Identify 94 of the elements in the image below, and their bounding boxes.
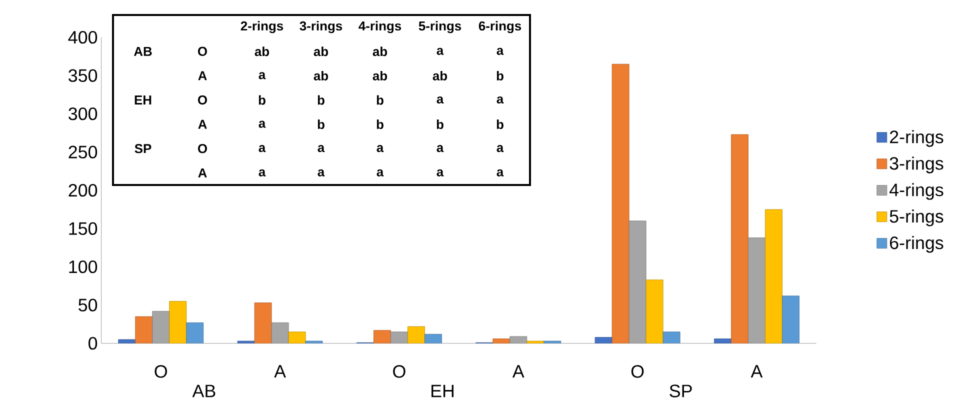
bar [714,338,732,344]
bar [390,332,408,344]
legend-label: 3-rings [890,156,944,174]
annotation: a [258,145,266,152]
x-tick-label: O [154,365,167,378]
text: 2-rings [240,21,284,34]
annotation: b [258,95,266,105]
bar [186,322,204,344]
bar [169,301,187,344]
bar [628,220,646,344]
x-tick-label: A [750,365,763,378]
annotation: O [198,46,207,56]
annotation: O [198,95,207,105]
bar [748,238,766,344]
annotation: a [258,169,266,176]
annotation: ab [254,46,270,56]
y-tick-label: 300 [68,107,98,120]
text: 4-rings [358,21,402,34]
annotation: a [376,145,384,152]
y-tick-label: 0 [88,336,98,350]
annotation: A [198,120,207,129]
bar [731,134,748,344]
legend-label: 2-rings [890,130,944,147]
text: AB [192,384,216,398]
text: 6-rings [478,21,522,34]
annotation: b [376,95,384,105]
annotation: SP [134,144,152,154]
x-tick-label: A [512,365,524,378]
annotation: a [436,145,444,152]
annotation: b [436,120,444,130]
y-tick-label: 400 [68,30,98,44]
annotation: a [318,145,325,152]
annotation: a [496,48,504,55]
annotation: A [198,168,207,178]
bar [135,316,153,344]
y-tick-label: 150 [69,222,98,235]
annotation: a [436,48,444,55]
bar [782,296,800,344]
bar [544,340,562,344]
bar [237,340,255,344]
annotation: a [318,169,325,176]
text: 5-rings [418,21,462,34]
bar [305,340,323,344]
y-tick-label: 350 [68,69,98,82]
bar [765,209,782,344]
bar [612,64,630,344]
x-tick-label: O [631,365,644,378]
bar [374,330,391,344]
annotation: b [318,120,324,130]
bar [510,336,528,344]
bar [254,302,272,344]
text: SP [670,384,692,398]
y-tick-label: 100 [69,260,98,274]
x-tick-label: O [393,365,406,378]
y-tick-label: 200 [68,184,98,197]
annotation: a [258,120,266,128]
annotation: O [198,144,207,154]
bar [646,280,664,344]
bar [288,332,306,344]
bar [594,337,612,344]
text: 3-rings [300,21,342,34]
bar [152,311,170,344]
bar [526,340,544,344]
bar [271,322,289,344]
text: EH [432,384,454,398]
annotation: a [436,169,444,176]
y-tick-label: 250 [68,146,98,158]
legend-label: 6-rings [890,236,944,253]
bar [424,334,442,344]
legend-label: 4-rings [889,183,944,200]
annotation: b [496,120,504,130]
annotation: b [496,70,504,80]
annotation: b [318,95,324,105]
legend-label: 5-rings [890,210,944,226]
annotation: ab [432,70,448,80]
annotation: a [496,96,504,104]
annotation: a [496,145,504,152]
annotation: EH [134,96,152,104]
annotation: a [436,96,444,104]
annotation: ab [314,70,328,80]
bar [118,339,136,344]
annotation: ab [314,46,328,56]
bar [662,332,680,344]
annotation: a [376,169,384,176]
annotation: ab [372,70,388,80]
bar [408,326,425,344]
annotation: a [496,169,504,176]
annotation: ab [372,46,388,56]
annotation: b [376,120,384,130]
annotation: AB [134,46,152,56]
x-tick-label: A [274,365,286,378]
annotation: A [198,71,207,80]
y-tick-label: 50 [78,298,98,312]
annotation: a [258,72,266,80]
